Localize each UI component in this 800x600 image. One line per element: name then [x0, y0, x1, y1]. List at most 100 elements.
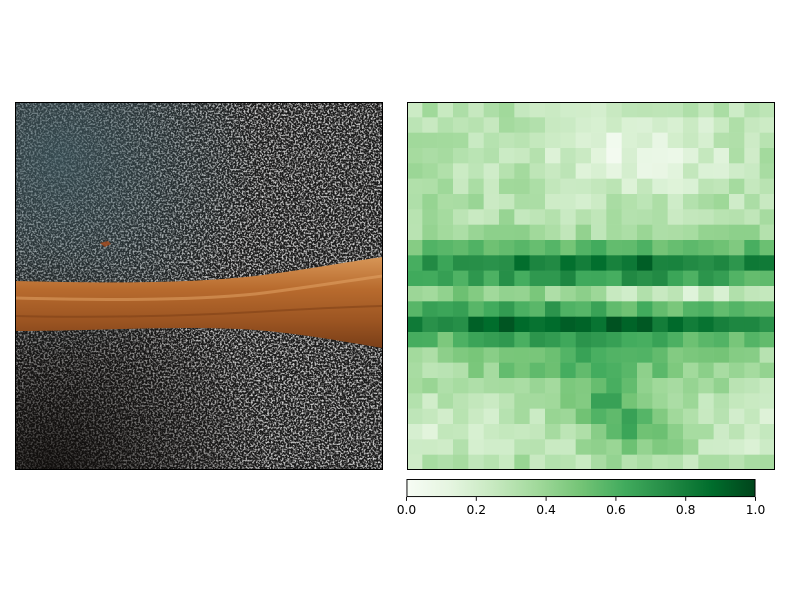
heatmap-cell [668, 117, 684, 133]
heatmap-cell [499, 209, 515, 225]
heatmap-cell [499, 240, 515, 256]
heatmap-cell [422, 286, 438, 302]
heatmap-cell [499, 317, 515, 333]
heatmap-cell [622, 209, 638, 225]
heatmap-cell [668, 317, 684, 333]
heatmap-cell [499, 163, 515, 179]
heatmap-cell [407, 240, 423, 256]
heatmap-cell [760, 317, 775, 333]
heatmap-cell [422, 179, 438, 195]
heatmap-cell [698, 209, 714, 225]
heatmap-cell [438, 317, 454, 333]
heatmap-cell [622, 240, 638, 256]
heatmap-cell [668, 332, 684, 348]
heatmap-cell [744, 255, 760, 271]
heatmap-cell [484, 255, 500, 271]
heatmap-cell [407, 179, 423, 195]
heatmap-cell [606, 133, 622, 149]
heatmap-panel [407, 102, 775, 470]
heatmap-cell [729, 209, 745, 225]
heatmap-cell [576, 286, 592, 302]
heatmap-cell [530, 378, 546, 394]
heatmap-cell [499, 363, 515, 379]
heatmap-cell [438, 240, 454, 256]
heatmap-cell [652, 133, 668, 149]
heatmap-cell [545, 271, 561, 287]
heatmap-cell [622, 179, 638, 195]
heatmap-cell [668, 148, 684, 164]
heatmap-cell [729, 255, 745, 271]
heatmap-cell [514, 347, 530, 363]
heatmap-cell [744, 317, 760, 333]
colorbar-tick-label: 1.0 [746, 503, 766, 517]
heatmap-cell [407, 209, 423, 225]
heatmap-cell [637, 301, 653, 317]
heatmap-cell [714, 209, 730, 225]
heatmap-cell [683, 179, 699, 195]
heatmap-cell [453, 409, 469, 425]
heatmap-cell [514, 439, 530, 455]
heatmap-cell [453, 240, 469, 256]
heatmap-cell [453, 194, 469, 210]
heatmap-cell [744, 117, 760, 133]
heatmap-cell [514, 102, 530, 118]
heatmap-cell [637, 148, 653, 164]
heatmap-cell [637, 455, 653, 470]
heatmap-cell [499, 424, 515, 440]
heatmap-cell [591, 148, 607, 164]
heatmap-cell [652, 455, 668, 470]
colorbar-tick-label: 0.2 [466, 503, 486, 517]
heatmap-cell [530, 347, 546, 363]
heatmap-cell [468, 286, 484, 302]
heatmap-cell [714, 286, 730, 302]
heatmap-cell [760, 347, 775, 363]
heatmap-cell [698, 255, 714, 271]
heatmap-cell [683, 240, 699, 256]
heatmap-cell [591, 393, 607, 409]
heatmap-cell [744, 439, 760, 455]
heatmap-cell [698, 102, 714, 118]
heatmap-cell [591, 378, 607, 394]
heatmap-cell [760, 301, 775, 317]
heatmap-cell [576, 225, 592, 241]
heatmap-cell [453, 378, 469, 394]
heatmap-cell [484, 148, 500, 164]
heatmap-cell [591, 102, 607, 118]
heatmap-cell [576, 179, 592, 195]
heatmap-cell [760, 209, 775, 225]
heatmap-cell [744, 225, 760, 241]
heatmap-cell [652, 424, 668, 440]
heatmap-cell [545, 455, 561, 470]
heatmap-cell [698, 378, 714, 394]
heatmap-cell [407, 255, 423, 271]
heatmap-cell [453, 117, 469, 133]
heatmap-cell [698, 455, 714, 470]
heatmap-cell [453, 317, 469, 333]
heatmap-cell [729, 194, 745, 210]
heatmap-cell [560, 332, 576, 348]
heatmap-cell [530, 439, 546, 455]
heatmap-cell [422, 439, 438, 455]
heatmap-cell [591, 286, 607, 302]
heatmap-cell [576, 255, 592, 271]
heatmap-cell [652, 332, 668, 348]
heatmap-cell [668, 240, 684, 256]
heatmap-cell [560, 393, 576, 409]
heatmap-cell [438, 117, 454, 133]
heatmap-cell [545, 286, 561, 302]
heatmap-cell [652, 301, 668, 317]
heatmap-cell [438, 271, 454, 287]
heatmap-cell [514, 163, 530, 179]
heatmap-cell [729, 317, 745, 333]
heatmap-cell [729, 455, 745, 470]
heatmap-cell [744, 378, 760, 394]
heatmap-cell [683, 255, 699, 271]
heatmap-cell [576, 301, 592, 317]
heatmap-cell [422, 301, 438, 317]
heatmap-cell [438, 148, 454, 164]
heatmap-cell [622, 102, 638, 118]
heatmap-cell [729, 179, 745, 195]
heatmap-cell [422, 148, 438, 164]
heatmap-cell [668, 286, 684, 302]
heatmap-cell [744, 163, 760, 179]
